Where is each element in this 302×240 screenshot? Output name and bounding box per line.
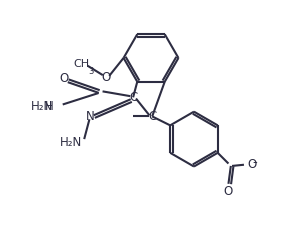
Text: 3: 3 bbox=[88, 67, 94, 76]
Text: N: N bbox=[86, 110, 95, 123]
Text: O: O bbox=[224, 186, 233, 198]
Text: O: O bbox=[248, 157, 257, 171]
Text: O: O bbox=[101, 71, 110, 84]
Text: O: O bbox=[59, 72, 69, 85]
Text: C: C bbox=[129, 91, 137, 104]
Text: CH: CH bbox=[74, 59, 90, 69]
Text: C: C bbox=[148, 110, 156, 123]
Text: -: - bbox=[253, 156, 258, 169]
Text: H: H bbox=[44, 100, 53, 113]
Text: H₂N: H₂N bbox=[31, 100, 53, 113]
Text: H₂N: H₂N bbox=[59, 136, 82, 149]
